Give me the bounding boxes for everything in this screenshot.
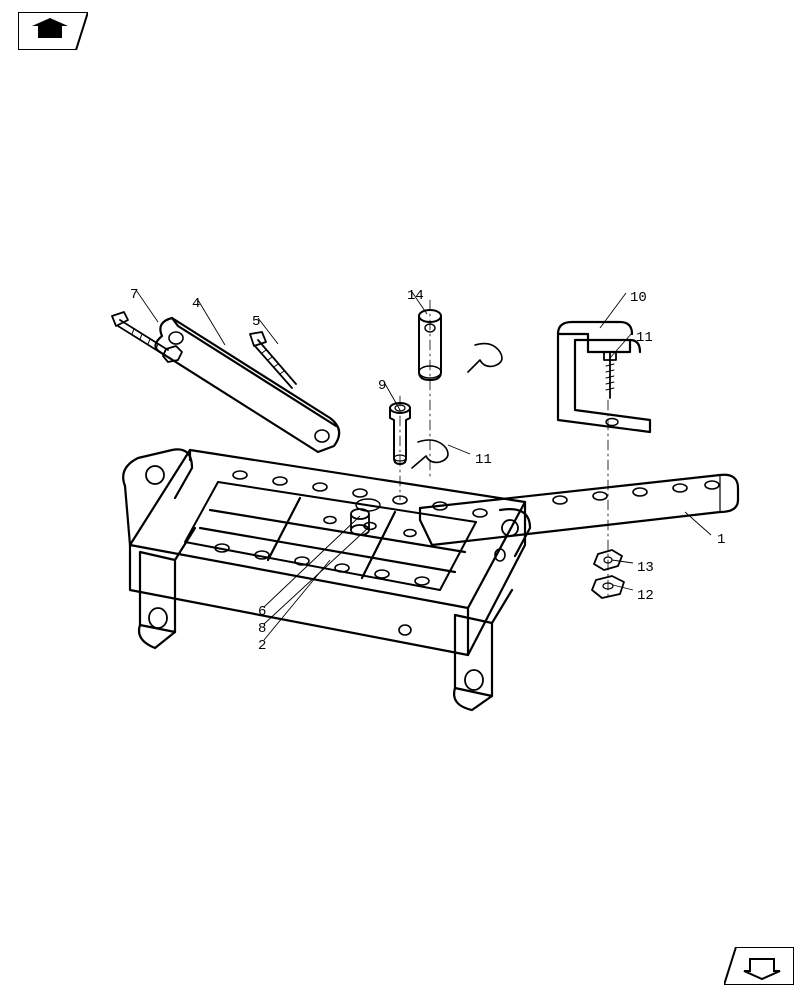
callout-11: 11 (636, 330, 653, 346)
exploded-view-diagram (0, 0, 812, 1000)
callout-14: 14 (407, 288, 424, 304)
callout-5: 5 (252, 314, 260, 330)
callout-13: 13 (637, 560, 654, 576)
callout-11b: 11 (475, 452, 492, 468)
callout-8: 8 (258, 621, 266, 637)
callout-12: 12 (637, 588, 654, 604)
callout-10: 10 (630, 290, 647, 306)
callout-9: 9 (378, 378, 386, 394)
callout-1: 1 (717, 532, 725, 548)
page: 12456789101111121314 (0, 0, 812, 1000)
callout-7: 7 (130, 287, 138, 303)
callout-6: 6 (258, 604, 266, 620)
callout-4: 4 (192, 296, 200, 312)
callout-2: 2 (258, 638, 266, 654)
